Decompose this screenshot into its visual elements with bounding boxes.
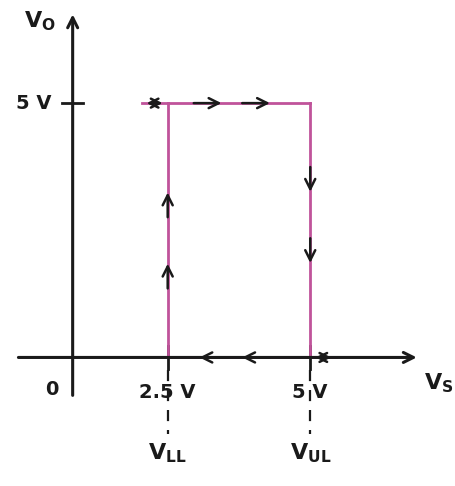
Text: 5 V: 5 V <box>292 383 327 402</box>
Text: 0: 0 <box>45 381 58 399</box>
Text: $\mathbf{V_{UL}}$: $\mathbf{V_{UL}}$ <box>289 441 330 465</box>
Text: 5 V: 5 V <box>16 94 51 113</box>
Text: $\mathbf{V_O}$: $\mathbf{V_O}$ <box>24 9 56 33</box>
Text: $\mathbf{V_S}$: $\mathbf{V_S}$ <box>423 371 453 395</box>
Text: $\mathbf{V_{LL}}$: $\mathbf{V_{LL}}$ <box>148 441 187 465</box>
Text: 2.5 V: 2.5 V <box>139 383 196 402</box>
